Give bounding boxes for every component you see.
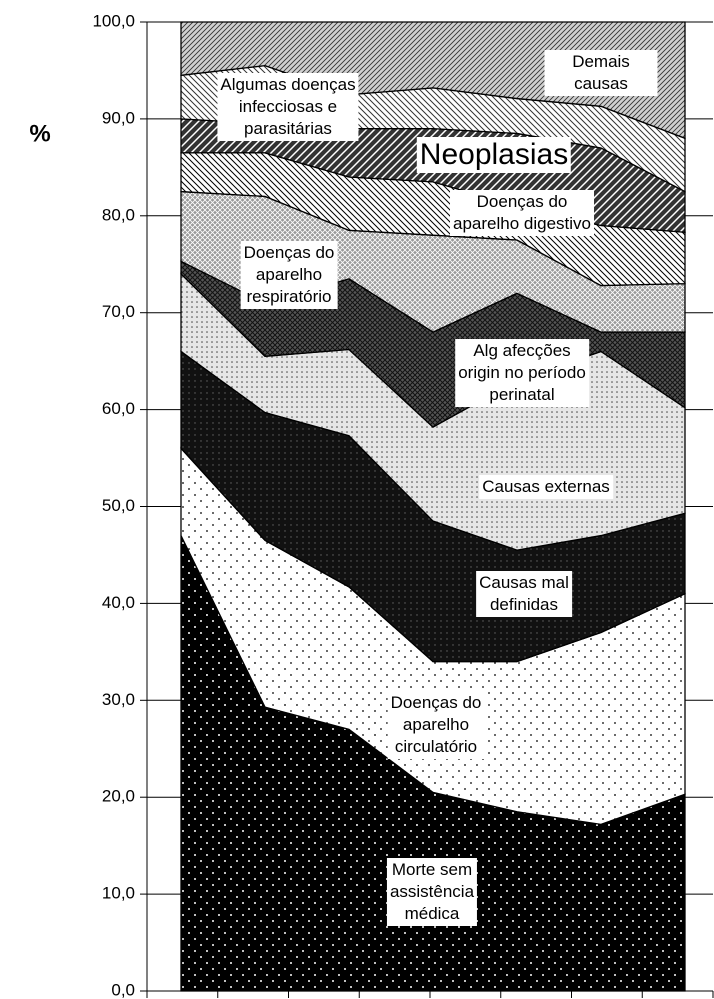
y-tick-label: 10,0 — [102, 884, 135, 903]
series-label: Doenças do aparelho respiratório — [240, 241, 338, 309]
y-tick-label: 90,0 — [102, 108, 135, 127]
y-tick-label: 50,0 — [102, 496, 135, 515]
y-tick-label: 30,0 — [102, 690, 135, 709]
series-label: Causas mal definidas — [476, 571, 572, 617]
series-label: Alg afecções origin no período perinatal — [455, 339, 589, 407]
y-tick-label: 60,0 — [102, 399, 135, 418]
y-tick-label: 80,0 — [102, 205, 135, 224]
series-label: Morte sem assistência médica — [386, 858, 478, 926]
series-label: Causas externas — [479, 475, 613, 499]
series-label: Neoplasias — [416, 137, 572, 173]
series-label: Doenças do aparelho circulatório — [387, 691, 485, 759]
y-tick-label: 20,0 — [102, 787, 135, 806]
series-label: Demais causas — [544, 50, 658, 96]
series-label: Doenças do aparelho digestivo — [450, 190, 594, 236]
y-tick-label: 100,0 — [92, 11, 135, 30]
y-axis-label: % — [29, 120, 50, 147]
series-label: Algumas doenças infecciosas e parasitári… — [217, 73, 359, 141]
y-tick-label: 70,0 — [102, 302, 135, 321]
y-tick-label: 0,0 — [111, 980, 135, 999]
y-tick-label: 40,0 — [102, 593, 135, 612]
